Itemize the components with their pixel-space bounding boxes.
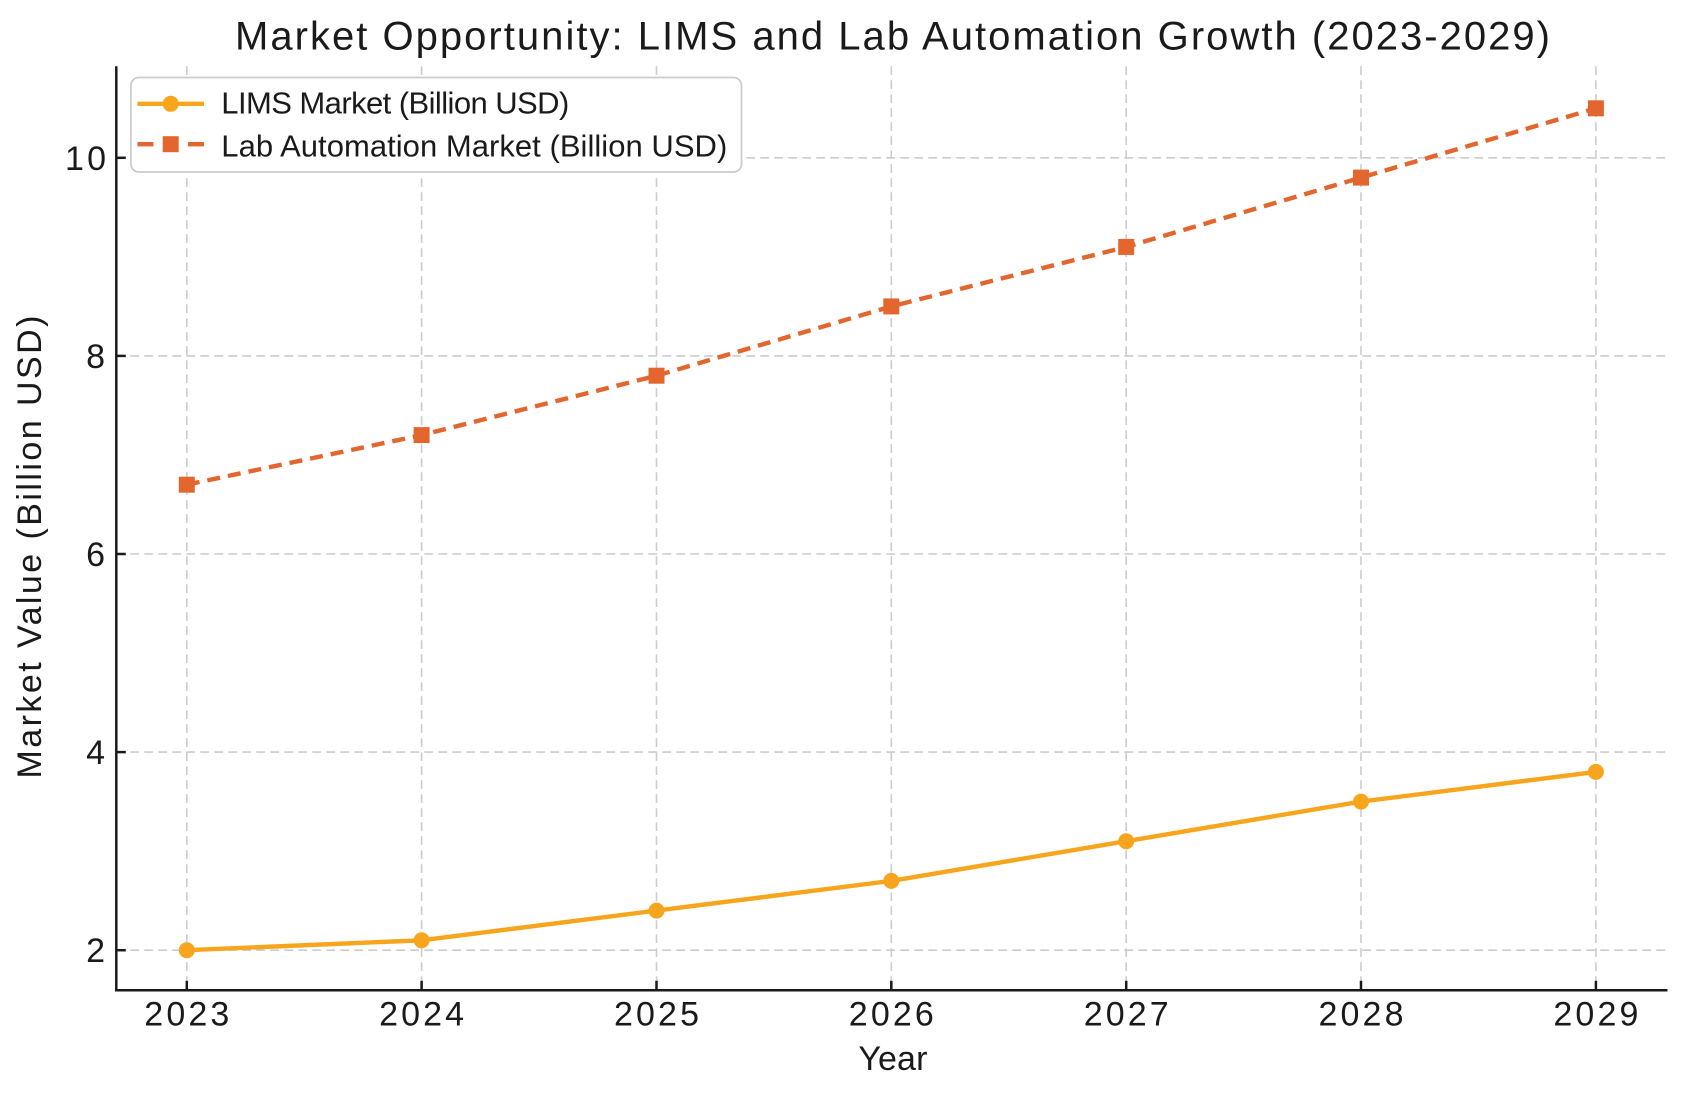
svg-text:Market Opportunity: LIMS and L: Market Opportunity: LIMS and Lab Automat… [235,15,1550,59]
svg-text:Market Value (Billion USD): Market Value (Billion USD) [11,316,49,779]
svg-text:Lab Automation Market (Billion: Lab Automation Market (Billion USD) [221,129,727,164]
svg-text:4: 4 [86,734,105,772]
svg-text:2: 2 [86,932,105,970]
svg-text:Year: Year [858,1040,927,1078]
svg-text:8: 8 [86,338,105,376]
svg-text:6: 6 [86,536,105,574]
svg-text:LIMS Market (Billion USD): LIMS Market (Billion USD) [221,86,569,121]
